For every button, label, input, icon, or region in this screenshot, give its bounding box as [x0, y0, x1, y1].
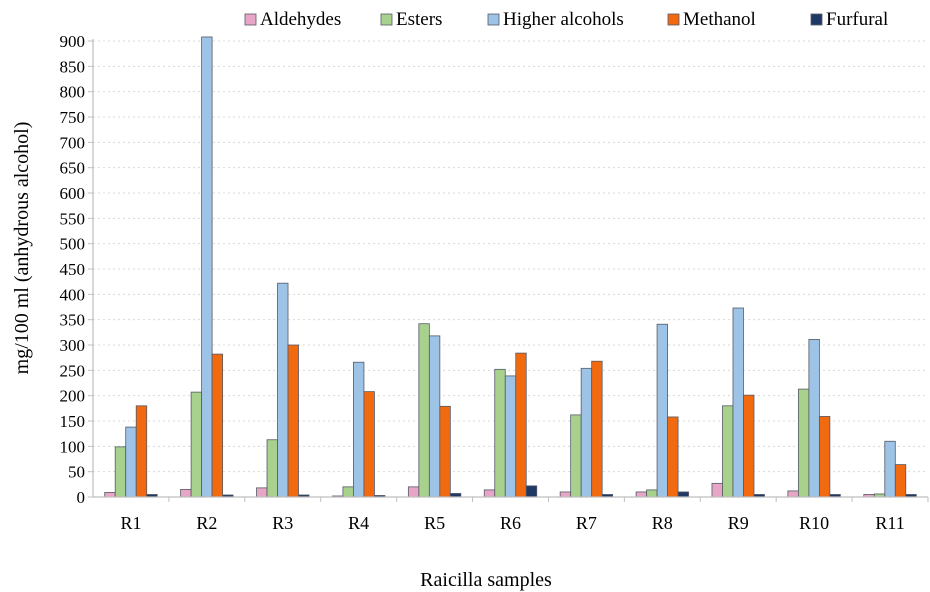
legend-label-higher-alcohols: Higher alcohols — [503, 9, 624, 30]
y-tick-label: 650 — [60, 159, 86, 178]
bar-methanol-r4 — [363, 391, 375, 498]
gridlines — [93, 40, 928, 473]
bar-methanol-r11 — [894, 464, 907, 498]
bar-aldehydes-r1 — [104, 492, 116, 498]
x-tick-label: R9 — [728, 513, 749, 533]
bar-esters-r8 — [646, 489, 658, 498]
legend: Aldehydes Esters Higher alcohols Methanol Fu… — [244, 9, 888, 30]
legend-label-methanol: Methanol — [683, 9, 756, 30]
legend-swatch-esters — [380, 13, 393, 26]
legend-label-aldehydes: Aldehydes — [260, 9, 341, 30]
y-tick-label: 400 — [60, 285, 86, 304]
y-tick-label: 800 — [60, 83, 86, 102]
x-tick-label: R10 — [799, 513, 829, 533]
bar-methanol-r6 — [515, 352, 527, 498]
x-tick-label: R2 — [196, 513, 217, 533]
bar-higher-alcohols-r1 — [125, 426, 137, 498]
x-tick-label: R3 — [272, 513, 293, 533]
x-tick-label: R11 — [875, 513, 904, 533]
bar-esters-r3 — [266, 439, 278, 498]
legend-label-esters: Esters — [396, 9, 442, 30]
y-tick-label: 300 — [60, 336, 86, 355]
y-tick-label: 500 — [60, 235, 86, 254]
bar-higher-alcohols-r11 — [884, 440, 896, 498]
y-axis-title: mg/100 ml (anhydrous alcohol) — [11, 122, 33, 375]
y-tick-label: 250 — [60, 361, 86, 380]
y-tick-label: 350 — [60, 311, 86, 330]
legend-swatch-aldehydes — [244, 13, 257, 26]
bar-higher-alcohols-r10 — [808, 339, 820, 498]
bar-esters-r2 — [190, 391, 203, 498]
bar-esters-r6 — [494, 368, 506, 498]
bar-higher-alcohols-r6 — [504, 375, 517, 498]
bar-methanol-r8 — [667, 416, 679, 498]
bar-methanol-r3 — [287, 344, 299, 498]
y-tick-label: 0 — [77, 488, 86, 507]
bar-esters-r4 — [342, 486, 354, 498]
x-tick-label: R5 — [424, 513, 445, 533]
x-tick-label: R1 — [120, 513, 141, 533]
bar-esters-r9 — [722, 405, 734, 498]
legend-swatch-methanol — [667, 13, 680, 26]
bar-higher-alcohols-r5 — [428, 335, 441, 498]
y-tick-label: 200 — [60, 387, 86, 406]
bar-methanol-r1 — [135, 405, 148, 498]
bar-esters-r5 — [418, 323, 430, 498]
bar-methanol-r2 — [211, 353, 224, 498]
bar-aldehydes-r7 — [559, 491, 572, 498]
bar-esters-r7 — [570, 414, 582, 498]
y-tick-label: 600 — [60, 184, 86, 203]
x-tick-label: R4 — [348, 513, 369, 533]
bar-methanol-r10 — [818, 416, 831, 498]
x-axis-categories: R1 R2 R3 R4 R5 R6 R7 R8 R9 R10 R11 — [120, 497, 929, 533]
x-tick-label: R7 — [576, 513, 597, 533]
legend-swatch-furfural — [810, 13, 823, 26]
bars — [104, 36, 917, 498]
bar-esters-r1 — [114, 446, 127, 498]
y-tick-label: 900 — [60, 32, 86, 51]
bar-higher-alcohols-r4 — [353, 361, 365, 498]
bar-furfural-r6 — [525, 485, 538, 498]
bar-higher-alcohols-r8 — [656, 323, 668, 498]
bar-aldehydes-r3 — [256, 487, 268, 498]
bar-aldehydes-r10 — [787, 490, 799, 498]
y-tick-label: 50 — [68, 463, 85, 482]
bar-aldehydes-r2 — [180, 488, 192, 498]
legend-swatch-higher-alcohols — [487, 13, 500, 26]
bar-higher-alcohols-r3 — [277, 282, 289, 498]
y-tick-label: 550 — [60, 209, 86, 228]
y-tick-label: 450 — [60, 260, 86, 279]
y-axis-ticks: 0 50 100 150 200 250 300 350 400 450 500 550 600 650 7… — [60, 32, 93, 507]
x-tick-label: R8 — [652, 513, 673, 533]
legend-label-furfural: Furfural — [826, 9, 888, 30]
x-axis-title: Raicilla samples — [420, 569, 552, 591]
bar-furfural-r8 — [677, 491, 689, 498]
y-tick-label: 150 — [60, 412, 86, 431]
bar-higher-alcohols-r9 — [732, 307, 744, 498]
bar-higher-alcohols-r7 — [580, 367, 593, 498]
bar-aldehydes-r8 — [635, 491, 647, 498]
y-tick-label: 750 — [60, 108, 86, 127]
bar-aldehydes-r5 — [407, 486, 420, 498]
x-tick-label: R6 — [500, 513, 521, 533]
y-tick-label: 850 — [60, 57, 86, 76]
bar-methanol-r5 — [439, 405, 451, 498]
bar-aldehydes-r9 — [711, 482, 723, 498]
y-tick-label: 700 — [60, 133, 86, 152]
bar-aldehydes-r6 — [483, 489, 496, 498]
bar-higher-alcohols-r2 — [201, 36, 213, 498]
y-tick-label: 100 — [60, 437, 86, 456]
bar-methanol-r9 — [743, 394, 755, 498]
bar-esters-r10 — [797, 388, 810, 498]
bar-methanol-r7 — [591, 360, 603, 498]
